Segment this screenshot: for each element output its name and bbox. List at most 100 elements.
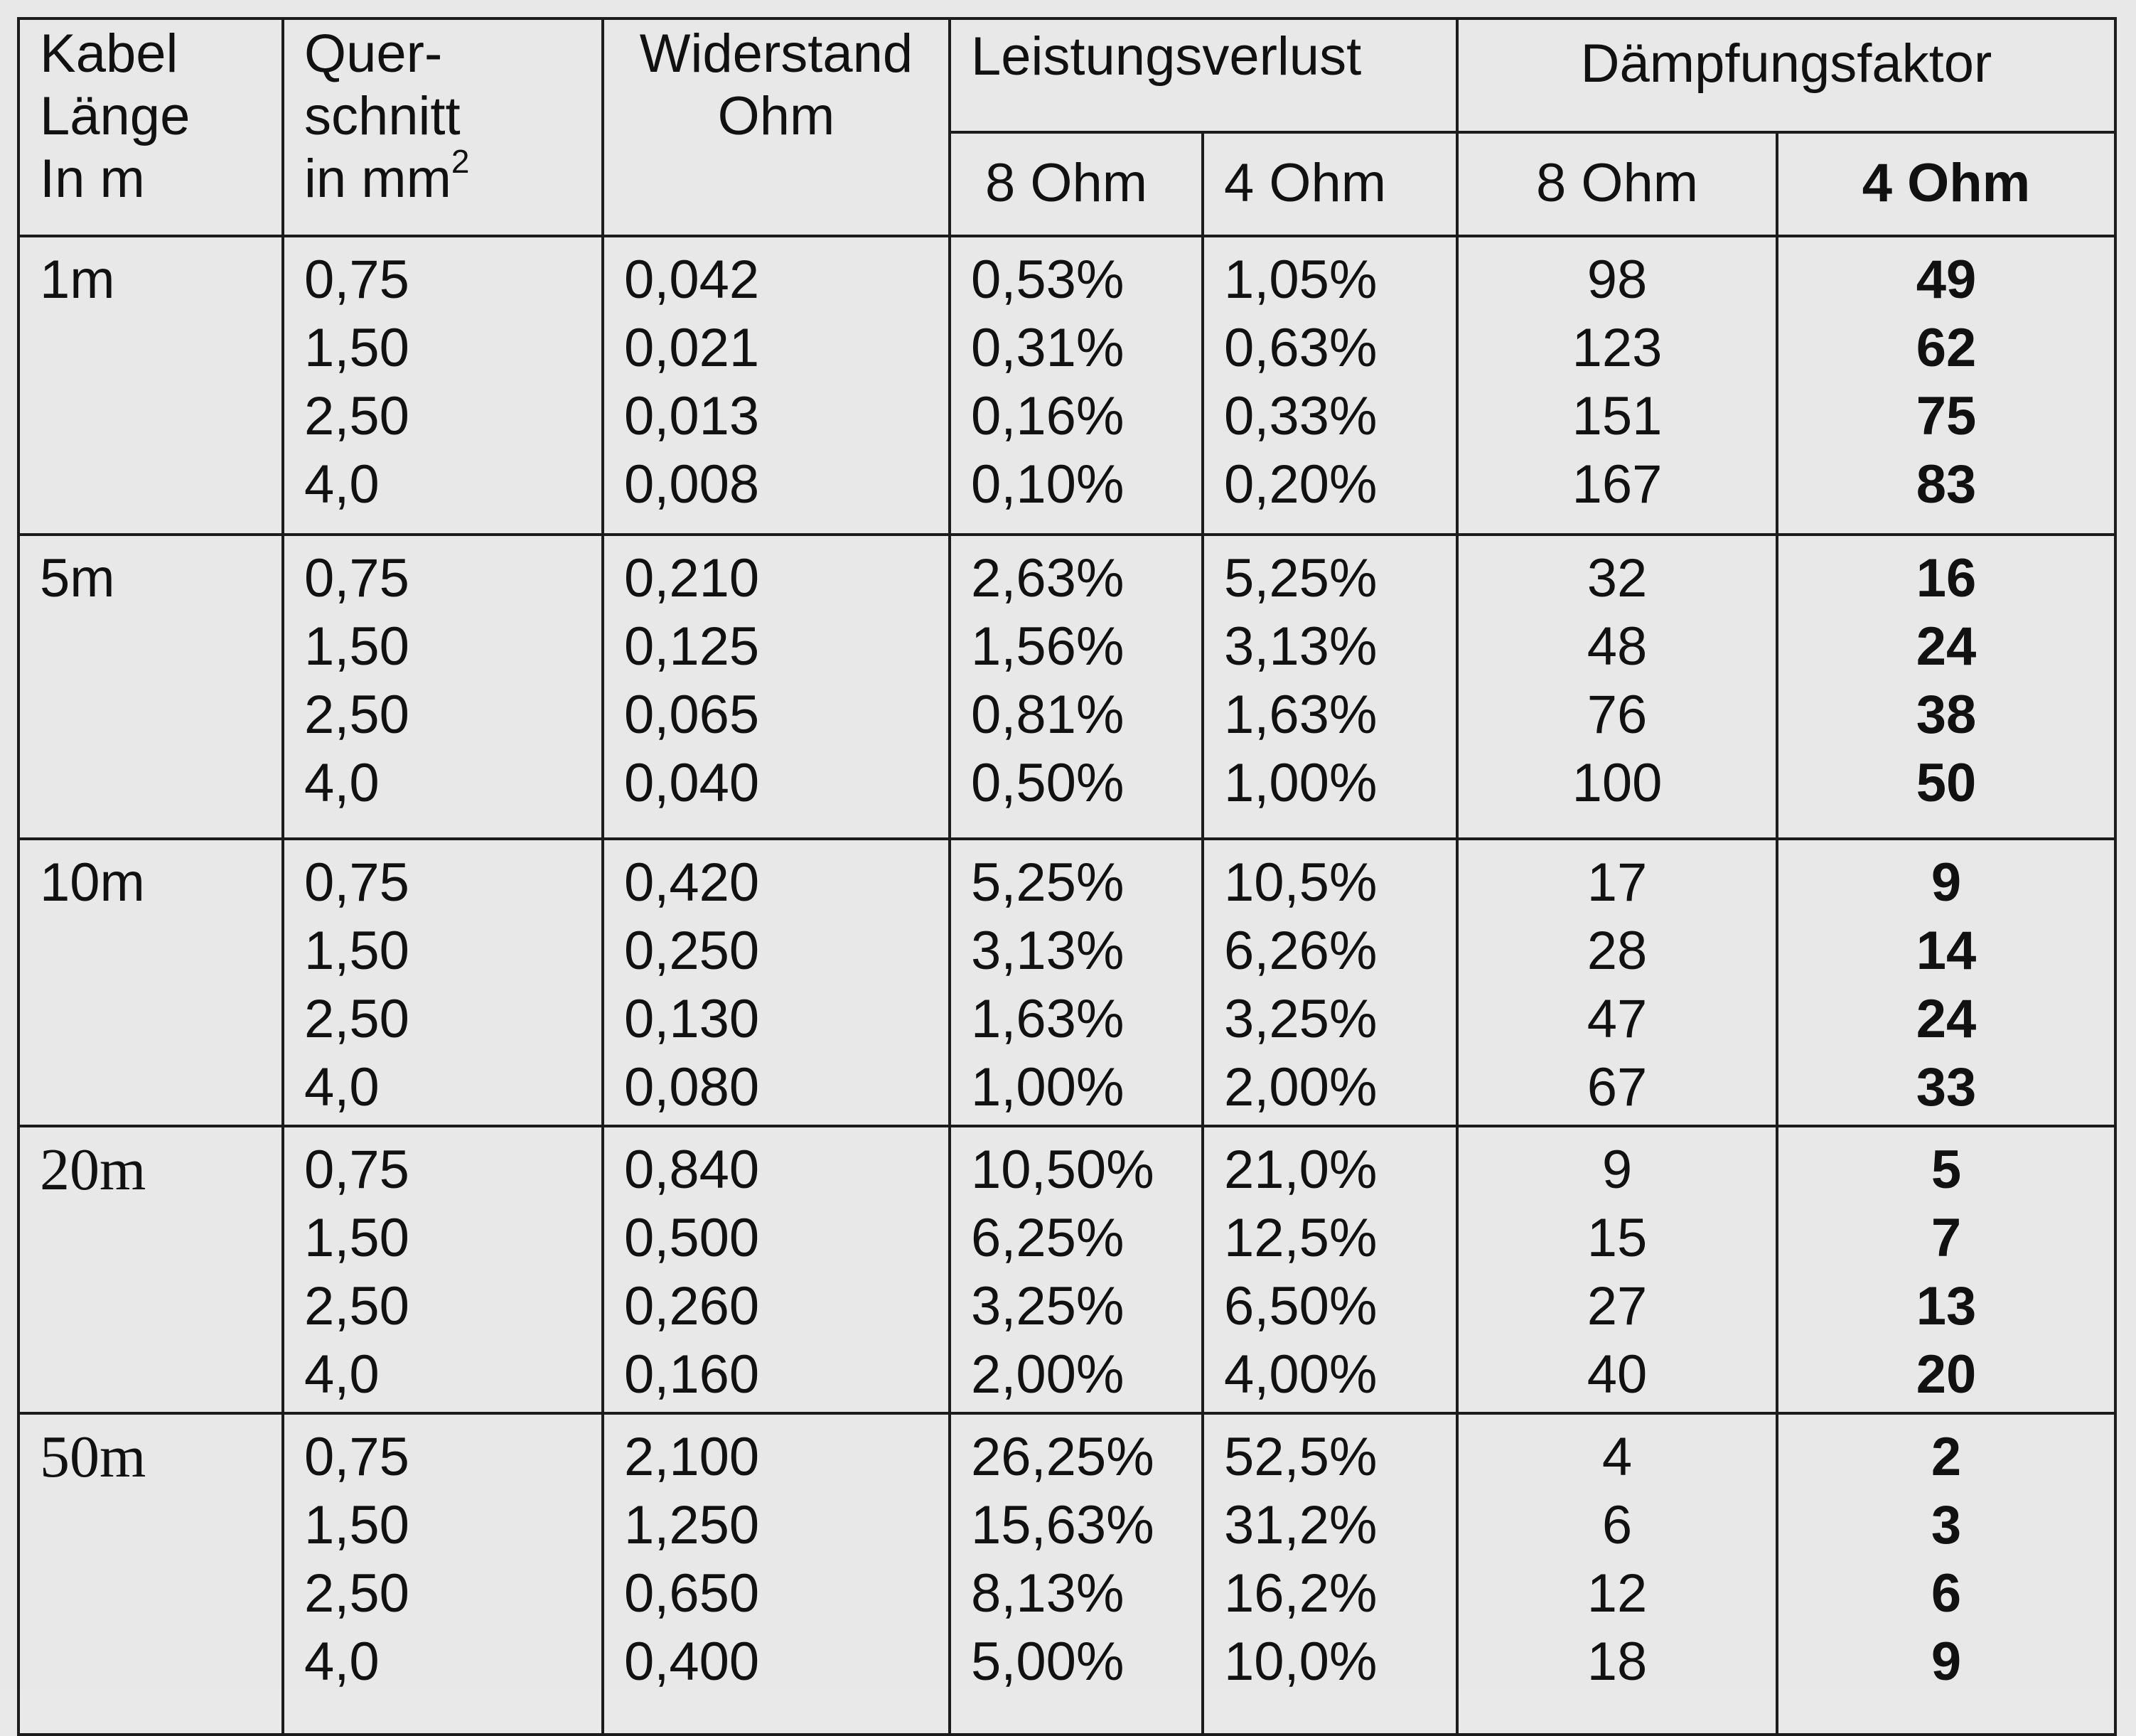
cross-section-cell: 0,75 1,50 2,50 4,0	[281, 533, 604, 840]
cell-value: 2	[1931, 1427, 1962, 1487]
cell-value: 0,160	[624, 1344, 760, 1405]
header-loss-4-ohm: 4 Ohm	[1201, 131, 1459, 237]
table-body: 1m 0,75 1,50 2,50 4,0 0,042 0,021 0,013 0,008 0,5…	[17, 235, 2118, 1736]
cell-value: 0,840	[624, 1140, 760, 1200]
cell-value: 5,25%	[1224, 548, 1378, 609]
cell-value: 0,008	[624, 454, 760, 515]
loss-8-ohm-cell: 10,50% 6,25% 3,25% 2,00%	[948, 1125, 1204, 1415]
cell-value: 2,00%	[1224, 1057, 1378, 1118]
cell-value: 12,5%	[1224, 1208, 1378, 1268]
cell-value: 1,50	[304, 1208, 409, 1268]
cell-value: 0,20%	[1224, 454, 1378, 515]
cell-value: 3,13%	[1224, 616, 1378, 677]
damping-4-ohm-cell: 16 24 38 50	[1775, 533, 2118, 840]
cell-value: 50	[1916, 753, 1977, 813]
cell-value: 0,250	[624, 921, 760, 981]
cell-value: 9	[1931, 1631, 1962, 1692]
cell-value: 24	[1916, 989, 1977, 1049]
cell-value: 1,63%	[971, 989, 1125, 1049]
cell-value: 0,080	[624, 1057, 760, 1118]
cell-value: 8,13%	[971, 1563, 1125, 1624]
cell-value: 15	[1587, 1208, 1648, 1268]
cell-value: 6,25%	[971, 1208, 1125, 1268]
cell-value: 0,130	[624, 989, 760, 1049]
cell-value: 98	[1587, 250, 1648, 310]
loss-4-ohm-cell: 1,05% 0,63% 0,33% 0,20%	[1201, 235, 1459, 536]
cell-value: 2,50	[304, 1563, 409, 1624]
cell-value: 0,042	[624, 250, 760, 310]
resistance-cell: 0,840 0,500 0,260 0,160	[601, 1125, 951, 1415]
cell-value: 0,210	[624, 548, 760, 609]
loss-4-ohm-cell: 5,25% 3,13% 1,63% 1,00%	[1201, 533, 1459, 840]
cell-value: 123	[1572, 318, 1663, 378]
cell-value: 9	[1601, 1140, 1633, 1200]
cell-value: 1,00%	[1224, 753, 1378, 813]
table-row: 50m 0,75 1,50 2,50 4,0 2,100 1,250 0,650 0,400 26…	[17, 1412, 2118, 1736]
cell-value: 0,63%	[1224, 318, 1378, 378]
cable-table: Kabel Länge In m Quer- schnitt in mm2 Wi…	[17, 17, 2118, 1736]
resistance-cell: 0,210 0,125 0,065 0,040	[601, 533, 951, 840]
cell-value: 7	[1931, 1208, 1962, 1268]
damping-8-ohm-cell: 9 15 27 40	[1456, 1125, 1778, 1415]
header-row: Kabel Länge In m Quer- schnitt in mm2 Wi…	[17, 17, 2118, 237]
cell-value: 4,0	[304, 753, 380, 813]
cell-value: 13	[1916, 1276, 1977, 1336]
loss-8-ohm-cell: 2,63% 1,56% 0,81% 0,50%	[948, 533, 1204, 840]
cell-value: 62	[1916, 318, 1977, 378]
cell-value: 1,50	[304, 1495, 409, 1555]
cell-value: 5,25%	[971, 852, 1125, 913]
length-cell: 1m	[17, 235, 284, 536]
cell-value: 26,25%	[971, 1427, 1154, 1487]
cell-value: 21,0%	[1224, 1140, 1378, 1200]
cell-value: 0,10%	[971, 454, 1125, 515]
length-cell: 50m	[17, 1412, 284, 1736]
cell-value: 14	[1916, 921, 1977, 981]
cell-value: 0,16%	[971, 386, 1125, 446]
cell-value: 0,065	[624, 685, 760, 745]
cell-value: 24	[1916, 616, 1977, 677]
cell-value: 0,420	[624, 852, 760, 913]
cell-value: 1,250	[624, 1495, 760, 1555]
damping-8-ohm-cell: 17 28 47 67	[1456, 837, 1778, 1127]
cell-value: 27	[1587, 1276, 1648, 1336]
cell-value: 76	[1587, 685, 1648, 745]
damping-4-ohm-cell: 9 14 24 33	[1775, 837, 2118, 1127]
damping-4-ohm-cell: 5 7 13 20	[1775, 1125, 2118, 1415]
cell-value: 0,75	[304, 1427, 409, 1487]
damping-4-ohm-cell: 49 62 75 83	[1775, 235, 2118, 536]
cell-value: 31,2%	[1224, 1495, 1378, 1555]
cell-value: 2,50	[304, 989, 409, 1049]
cell-value: 2,50	[304, 1276, 409, 1336]
table-row: 10m 0,75 1,50 2,50 4,0 0,420 0,250 0,130 0,080 5,…	[17, 837, 2118, 1127]
cell-value: 15,63%	[971, 1495, 1154, 1555]
cell-value: 5	[1931, 1140, 1962, 1200]
cell-value: 2,50	[304, 685, 409, 745]
cell-value: 6,26%	[1224, 921, 1378, 981]
damping-8-ohm-cell: 32 48 76 100	[1456, 533, 1778, 840]
cell-value: 28	[1587, 921, 1648, 981]
table-row: 5m 0,75 1,50 2,50 4,0 0,210 0,125 0,065 0,040 2,6…	[17, 533, 2118, 840]
cell-value: 0,260	[624, 1276, 760, 1336]
cell-value: 67	[1587, 1057, 1648, 1118]
loss-4-ohm-cell: 21,0% 12,5% 6,50% 4,00%	[1201, 1125, 1459, 1415]
cell-value: 48	[1587, 616, 1648, 677]
cell-value: 47	[1587, 989, 1648, 1049]
header-resistance: Widerstand Ohm	[601, 17, 951, 237]
cell-value: 0,33%	[1224, 386, 1378, 446]
subheader-row: 8 Ohm 4 Ohm 8 Ohm 4 Ohm	[18, 131, 2118, 237]
cell-value: 0,650	[624, 1563, 760, 1624]
cell-value: 4,0	[304, 454, 380, 515]
header-power-loss: Leistungsverlust	[948, 17, 1459, 134]
cell-value: 20	[1916, 1344, 1977, 1405]
cell-value: 151	[1572, 386, 1663, 446]
cross-section-cell: 0,75 1,50 2,50 4,0	[281, 837, 604, 1127]
cell-value: 0,50%	[971, 753, 1125, 813]
cell-value: 10,0%	[1224, 1631, 1378, 1692]
cell-value: 12	[1587, 1563, 1648, 1624]
length-cell: 5m	[17, 533, 284, 840]
cell-value: 40	[1587, 1344, 1648, 1405]
cell-value: 1,50	[304, 616, 409, 677]
cross-section-cell: 0,75 1,50 2,50 4,0	[281, 235, 604, 536]
cell-value: 0,81%	[971, 685, 1125, 745]
cell-value: 6,50%	[1224, 1276, 1378, 1336]
